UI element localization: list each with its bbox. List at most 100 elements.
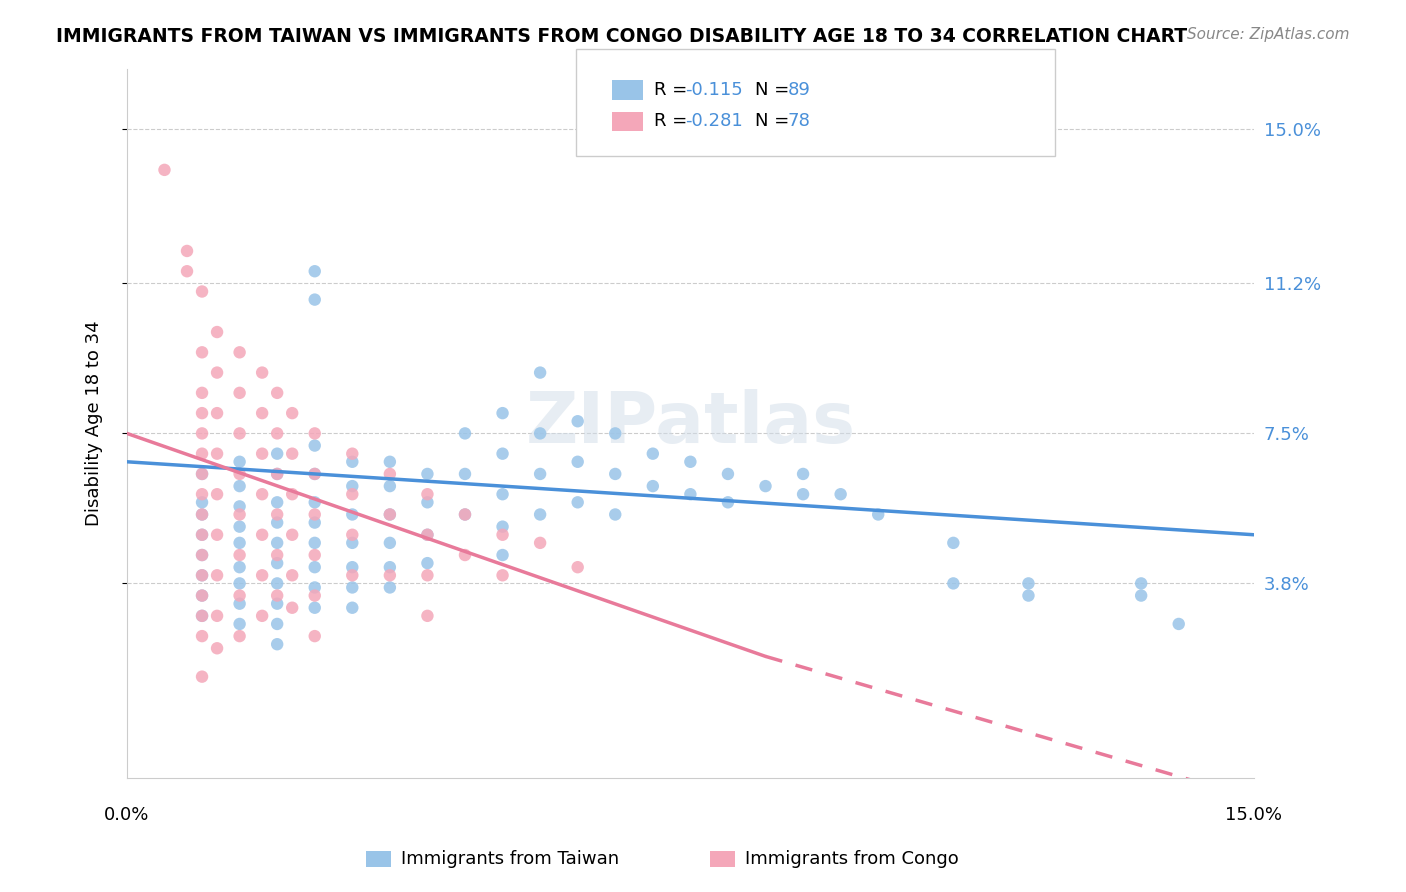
- Point: [205, 487, 228, 501]
- Point: [191, 467, 214, 481]
- Point: [342, 479, 364, 493]
- Point: [342, 447, 364, 461]
- Point: [281, 527, 304, 541]
- Point: [304, 629, 326, 643]
- Point: [1017, 589, 1039, 603]
- Point: [250, 447, 273, 461]
- Point: [679, 455, 702, 469]
- Point: [416, 495, 439, 509]
- Point: [304, 548, 326, 562]
- Point: [342, 600, 364, 615]
- Point: [191, 508, 214, 522]
- Point: [191, 467, 214, 481]
- Point: [942, 536, 965, 550]
- Text: 78: 78: [787, 112, 810, 130]
- Point: [191, 385, 214, 400]
- Point: [378, 508, 401, 522]
- Point: [1017, 576, 1039, 591]
- Point: [304, 495, 326, 509]
- Point: [304, 516, 326, 530]
- Point: [491, 406, 513, 420]
- Point: [191, 285, 214, 299]
- Point: [641, 447, 664, 461]
- Point: [529, 508, 551, 522]
- Point: [205, 406, 228, 420]
- Point: [191, 548, 214, 562]
- Point: [266, 447, 288, 461]
- Point: [205, 641, 228, 656]
- Text: 15.0%: 15.0%: [1226, 806, 1282, 824]
- Point: [205, 527, 228, 541]
- Point: [250, 608, 273, 623]
- Point: [304, 467, 326, 481]
- Point: [529, 467, 551, 481]
- Point: [304, 581, 326, 595]
- Point: [304, 439, 326, 453]
- Point: [567, 560, 589, 574]
- Point: [1167, 616, 1189, 631]
- Text: Source: ZipAtlas.com: Source: ZipAtlas.com: [1187, 27, 1350, 42]
- Point: [228, 536, 250, 550]
- Point: [717, 467, 740, 481]
- Point: [250, 527, 273, 541]
- Point: [454, 467, 477, 481]
- Point: [266, 589, 288, 603]
- Point: [205, 325, 228, 339]
- Point: [342, 455, 364, 469]
- Point: [191, 345, 214, 359]
- Point: [228, 597, 250, 611]
- Point: [191, 487, 214, 501]
- Point: [191, 589, 214, 603]
- Point: [1130, 589, 1153, 603]
- Point: [378, 536, 401, 550]
- Point: [378, 455, 401, 469]
- Point: [304, 426, 326, 441]
- Point: [378, 467, 401, 481]
- Point: [228, 629, 250, 643]
- Point: [378, 581, 401, 595]
- Point: [378, 568, 401, 582]
- Point: [191, 406, 214, 420]
- Text: N =: N =: [755, 81, 794, 99]
- Point: [792, 487, 814, 501]
- Text: -0.281: -0.281: [685, 112, 742, 130]
- Point: [529, 366, 551, 380]
- Point: [1130, 576, 1153, 591]
- Point: [191, 508, 214, 522]
- Point: [304, 467, 326, 481]
- Point: [191, 426, 214, 441]
- Point: [281, 406, 304, 420]
- Point: [342, 536, 364, 550]
- Point: [205, 568, 228, 582]
- Point: [454, 426, 477, 441]
- Point: [205, 608, 228, 623]
- Point: [491, 519, 513, 533]
- Text: 89: 89: [787, 81, 810, 99]
- Point: [191, 527, 214, 541]
- Point: [378, 560, 401, 574]
- Point: [304, 508, 326, 522]
- Point: [342, 487, 364, 501]
- Point: [491, 568, 513, 582]
- Point: [266, 516, 288, 530]
- Point: [228, 479, 250, 493]
- Point: [491, 548, 513, 562]
- Point: [191, 495, 214, 509]
- Point: [454, 508, 477, 522]
- Point: [153, 162, 176, 177]
- Text: Immigrants from Taiwan: Immigrants from Taiwan: [401, 850, 619, 868]
- Point: [228, 616, 250, 631]
- Point: [378, 508, 401, 522]
- Point: [281, 600, 304, 615]
- Point: [176, 244, 198, 258]
- Text: R =: R =: [654, 112, 693, 130]
- Point: [266, 597, 288, 611]
- Point: [228, 426, 250, 441]
- Point: [281, 568, 304, 582]
- Point: [868, 508, 890, 522]
- Point: [205, 366, 228, 380]
- Text: N =: N =: [755, 112, 794, 130]
- Point: [191, 568, 214, 582]
- Point: [304, 589, 326, 603]
- Point: [266, 467, 288, 481]
